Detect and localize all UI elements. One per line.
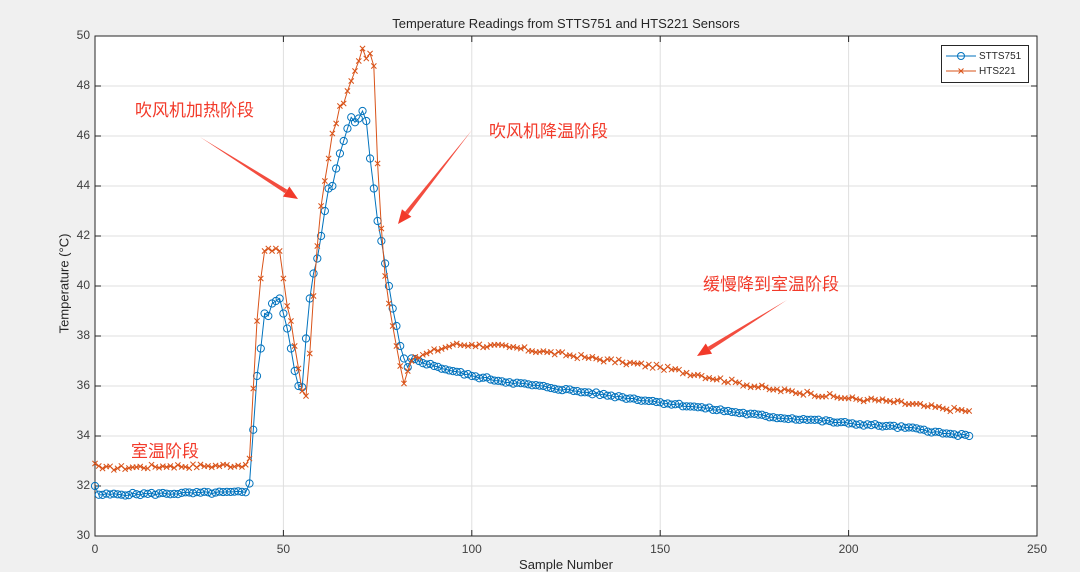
y-tick-label: 42 bbox=[76, 228, 90, 242]
x-tick-label: 50 bbox=[276, 542, 291, 556]
legend-label: STTS751 bbox=[979, 50, 1022, 62]
y-tick-label: 48 bbox=[76, 78, 90, 92]
legend-item-stts751: STTS751 bbox=[946, 49, 1021, 63]
x-axis-label: Sample Number bbox=[519, 557, 613, 572]
x-tick-label: 0 bbox=[91, 542, 99, 556]
chart-title: Temperature Readings from STTS751 and HT… bbox=[392, 16, 740, 31]
x-tick-label: 150 bbox=[650, 542, 671, 556]
y-tick-label: 44 bbox=[76, 178, 90, 192]
annotation-slow-cooling-phase: 缓慢降到室温阶段 bbox=[703, 275, 839, 295]
y-tick-label: 30 bbox=[76, 528, 90, 542]
y-tick-label: 32 bbox=[76, 478, 90, 492]
y-tick-label: 40 bbox=[76, 278, 90, 292]
x-marker-icon bbox=[946, 68, 976, 74]
x-tick-label: 200 bbox=[838, 542, 859, 556]
legend-item-hts221: HTS221 bbox=[946, 64, 1016, 78]
circle-marker-icon bbox=[946, 52, 976, 60]
y-tick-label: 36 bbox=[76, 378, 90, 392]
y-tick-label: 46 bbox=[76, 128, 90, 142]
y-tick-label: 50 bbox=[76, 28, 90, 42]
annotation-room-temp-phase: 室温阶段 bbox=[131, 442, 199, 462]
annotation-cooling-phase: 吹风机降温阶段 bbox=[489, 122, 608, 142]
legend[interactable]: STTS751 HTS221 bbox=[941, 45, 1029, 83]
x-tick-label: 250 bbox=[1026, 542, 1048, 556]
y-tick-label: 38 bbox=[76, 328, 90, 342]
legend-label: HTS221 bbox=[979, 65, 1016, 77]
x-tick-label: 100 bbox=[461, 542, 482, 556]
y-tick-label: 34 bbox=[76, 428, 90, 442]
annotation-heating-phase: 吹风机加热阶段 bbox=[135, 101, 254, 121]
